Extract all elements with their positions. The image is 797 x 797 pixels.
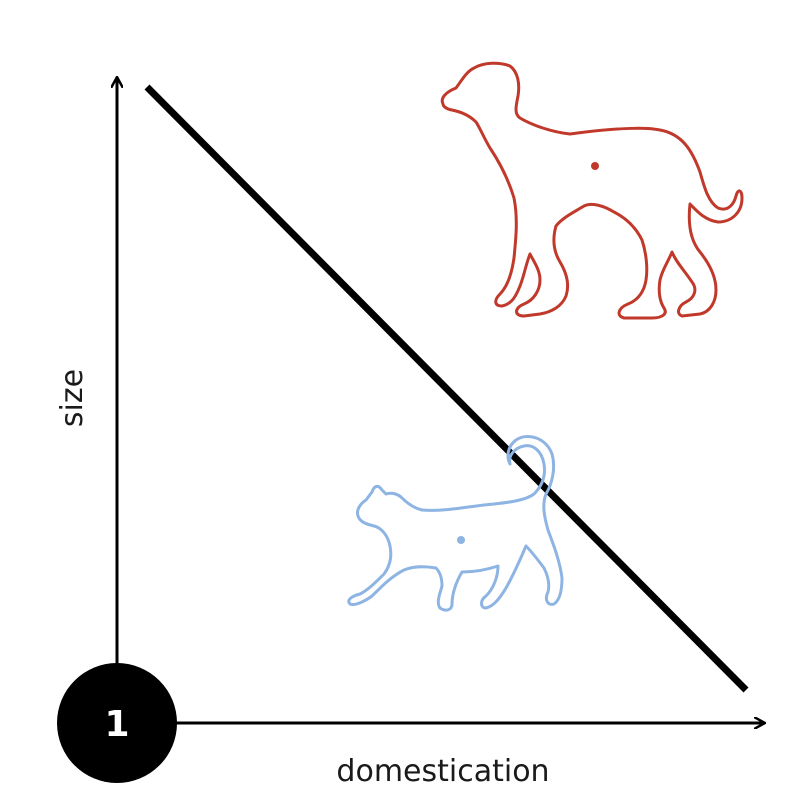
origin-badge-label: 1 [104, 704, 129, 745]
diagonal-divider [144, 84, 749, 693]
x-axis-label: domestication [336, 754, 549, 789]
y-axis-label: size [55, 369, 90, 427]
origin-badge: 1 [57, 663, 177, 783]
dog-icon [440, 61, 744, 320]
cat-icon [347, 435, 564, 612]
